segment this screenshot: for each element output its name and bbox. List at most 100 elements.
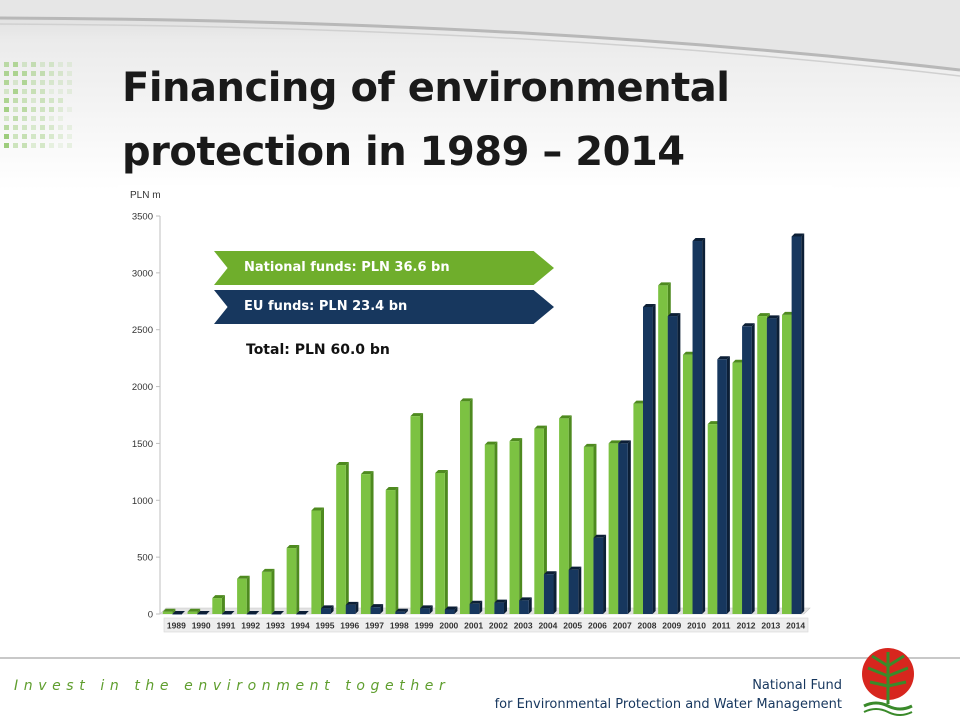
decorative-dot [40,125,45,130]
decorative-dot [58,62,63,67]
x-tick-label: 2002 [489,621,508,631]
bar-eu-funds-side [554,571,557,614]
x-tick-label: 2009 [662,621,681,631]
decorative-dot [58,89,63,94]
bar-national-funds [361,474,371,614]
decorative-dot [4,98,9,103]
x-tick-label: 1992 [241,621,260,631]
decorative-dot [31,71,36,76]
decorative-dot [67,89,72,94]
decorative-dot [40,80,45,85]
decorative-dot [22,143,27,148]
bar-eu-funds-side [628,440,631,614]
bar-national-funds [435,473,445,614]
decorative-dot [40,107,45,112]
decorative-dot [4,116,9,121]
decorative-dot [67,134,72,139]
bar-eu-funds-side [727,356,730,614]
decorative-dot [4,143,9,148]
bar-eu-funds [569,570,579,614]
bar-national-funds [237,579,247,614]
bar-eu-funds [172,614,182,615]
decorative-dot [13,80,18,85]
bar-national-funds [386,490,396,614]
decorative-dot [13,125,18,130]
decorative-dot [4,62,9,67]
x-tick-label: 2003 [514,621,533,631]
decorative-dot [58,98,63,103]
bar-eu-funds [445,609,455,614]
bar-eu-funds [519,600,529,614]
bar-eu-funds [618,443,628,614]
decorative-dot [4,80,9,85]
bar-eu-funds [420,608,430,614]
bar-national-funds [510,441,520,614]
decorative-dot [31,125,36,130]
x-tick-label: 1996 [340,621,359,631]
bar-national-funds [485,445,495,614]
decorative-dot [49,71,54,76]
title-line-1: Financing of environmental [122,56,842,120]
decorative-dot [22,89,27,94]
bar-national-funds-side [222,595,225,614]
decorative-dot [58,80,63,85]
decorative-dot [58,125,63,130]
decorative-dot [58,107,63,112]
bar-national-funds [534,429,544,614]
title-line-2: protection in 1989 – 2014 [122,120,842,184]
eu-funds-banner: EU funds: PLN 23.4 bn [214,290,554,324]
x-tick-label: 1997 [365,621,384,631]
decorative-dot [40,116,45,121]
x-tick-label: 2010 [687,621,706,631]
bar-national-funds [757,316,767,614]
bar-eu-funds [717,359,727,614]
bar-eu-funds-side [702,238,705,614]
y-tick-label: 1500 [132,439,153,450]
decorative-dot [49,143,54,148]
decorative-dot [49,80,54,85]
x-tick-label: 2008 [638,621,657,631]
bar-national-funds [311,511,321,614]
x-tick-label: 1999 [415,621,434,631]
bar-national-funds [633,404,643,614]
bar-national-funds [658,285,668,614]
bar-national-funds [212,598,222,614]
bar-eu-funds [395,612,405,614]
decorative-dot [31,107,36,112]
tree-logo-icon [856,646,920,716]
organization-name: National Fund for Environmental Protecti… [470,676,842,714]
slide-title: Financing of environmental protection in… [122,56,842,184]
decorative-dot [13,107,18,112]
org-name-line-2: for Environmental Protection and Water M… [470,695,842,714]
decorative-dot [31,98,36,103]
national-funds-banner: National funds: PLN 36.6 bn [214,251,554,285]
bar-national-funds [683,355,693,614]
decorative-dot [4,89,9,94]
bar-eu-funds [668,316,678,614]
bar-national-funds [609,443,619,614]
bar-eu-funds [593,538,603,614]
decorative-dot [22,71,27,76]
decorative-dot [13,116,18,121]
decorative-dot [67,71,72,76]
x-tick-label: 2004 [538,621,557,631]
decorative-dot [49,89,54,94]
bar-national-funds [188,612,198,614]
x-tick-label: 2014 [786,621,805,631]
decorative-dot [67,107,72,112]
decorative-dot [49,98,54,103]
x-tick-label: 2005 [563,621,582,631]
bar-eu-funds [271,614,281,615]
bar-national-funds-side [346,462,349,614]
x-tick-label: 1994 [291,621,310,631]
decorative-dot [22,98,27,103]
bar-national-funds-side [371,471,374,614]
decorative-dot [31,134,36,139]
bar-eu-funds [767,318,777,614]
bar-eu-funds-side [677,313,680,614]
bar-national-funds-side [395,487,398,614]
decorative-dot [31,89,36,94]
y-axis-unit-label: PLN m [130,190,161,201]
decorative-dot [22,62,27,67]
decorative-dot [49,62,54,67]
